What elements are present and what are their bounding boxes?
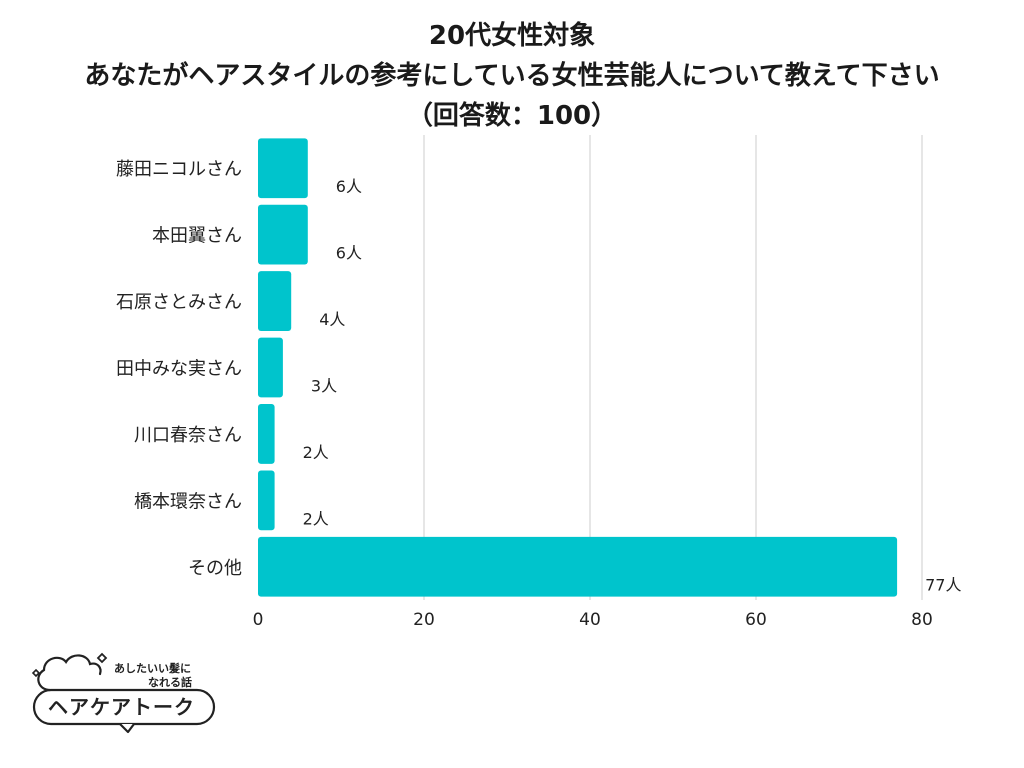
cloud-outline — [37, 654, 102, 692]
bar — [258, 470, 275, 531]
labels: 0 20 40 60 80藤田ニコルさん6人本田翼さん6人石原さとみさん4人田中みな実さ… — [116, 159, 961, 630]
logo-tagline-1: あしたいい髪に — [114, 661, 191, 675]
data-label: 4人 — [319, 310, 345, 329]
category-label: 田中みな実さん — [116, 359, 242, 380]
grid-lines — [423, 135, 923, 600]
speech-bubble-tail — [119, 723, 135, 734]
sparkle-icon — [96, 652, 108, 664]
bar-chart: 0 20 40 60 80藤田ニコルさん6人本田翼さん6人石原さとみさん4人田中みな実さ… — [116, 135, 961, 630]
data-label: 6人 — [336, 244, 362, 263]
hair-care-talk-logo: あしたいい髪に なれる話 ヘアケアトーク — [31, 652, 216, 734]
bar — [258, 404, 275, 464]
chart-title: 20代女性対象 あなたがヘアスタイルの参考にしている女性芸能人について教えて下さ… — [0, 16, 1024, 136]
category-label: 橋本環奈さん — [134, 491, 242, 512]
data-label: 6人 — [336, 177, 362, 196]
category-label: 石原さとみさん — [116, 292, 242, 313]
x-tick-label: 40 — [579, 610, 601, 630]
x-tick-label: 0 — [253, 610, 264, 630]
category-label: その他 — [188, 558, 242, 579]
x-tick-label: 60 — [745, 610, 767, 630]
bar — [258, 204, 308, 265]
x-tick-label: 80 — [911, 610, 933, 630]
x-tick-label: 20 — [413, 610, 435, 630]
title-line-2: あなたがヘアスタイルの参考にしている女性芸能人について教えて下さい — [84, 61, 940, 91]
data-label: 77人 — [925, 576, 961, 595]
bar — [258, 271, 292, 331]
category-label: 本田翼さん — [152, 226, 242, 247]
data-label: 2人 — [303, 509, 329, 528]
title-line-1: 20代女性対象 — [428, 21, 596, 51]
logo-tagline-2: なれる話 — [148, 675, 192, 689]
bar — [258, 337, 283, 398]
data-label: 3人 — [311, 376, 337, 395]
data-label: 2人 — [303, 443, 329, 462]
category-label: 藤田ニコルさん — [116, 159, 242, 180]
title-line-3: （回答数：100） — [406, 101, 618, 131]
logo-name: ヘアケアトーク — [48, 695, 195, 719]
sparkle-icon-small — [31, 668, 41, 678]
bar — [258, 138, 308, 199]
bar — [258, 536, 898, 597]
bars — [258, 138, 898, 597]
category-label: 川口春奈さん — [134, 425, 242, 446]
